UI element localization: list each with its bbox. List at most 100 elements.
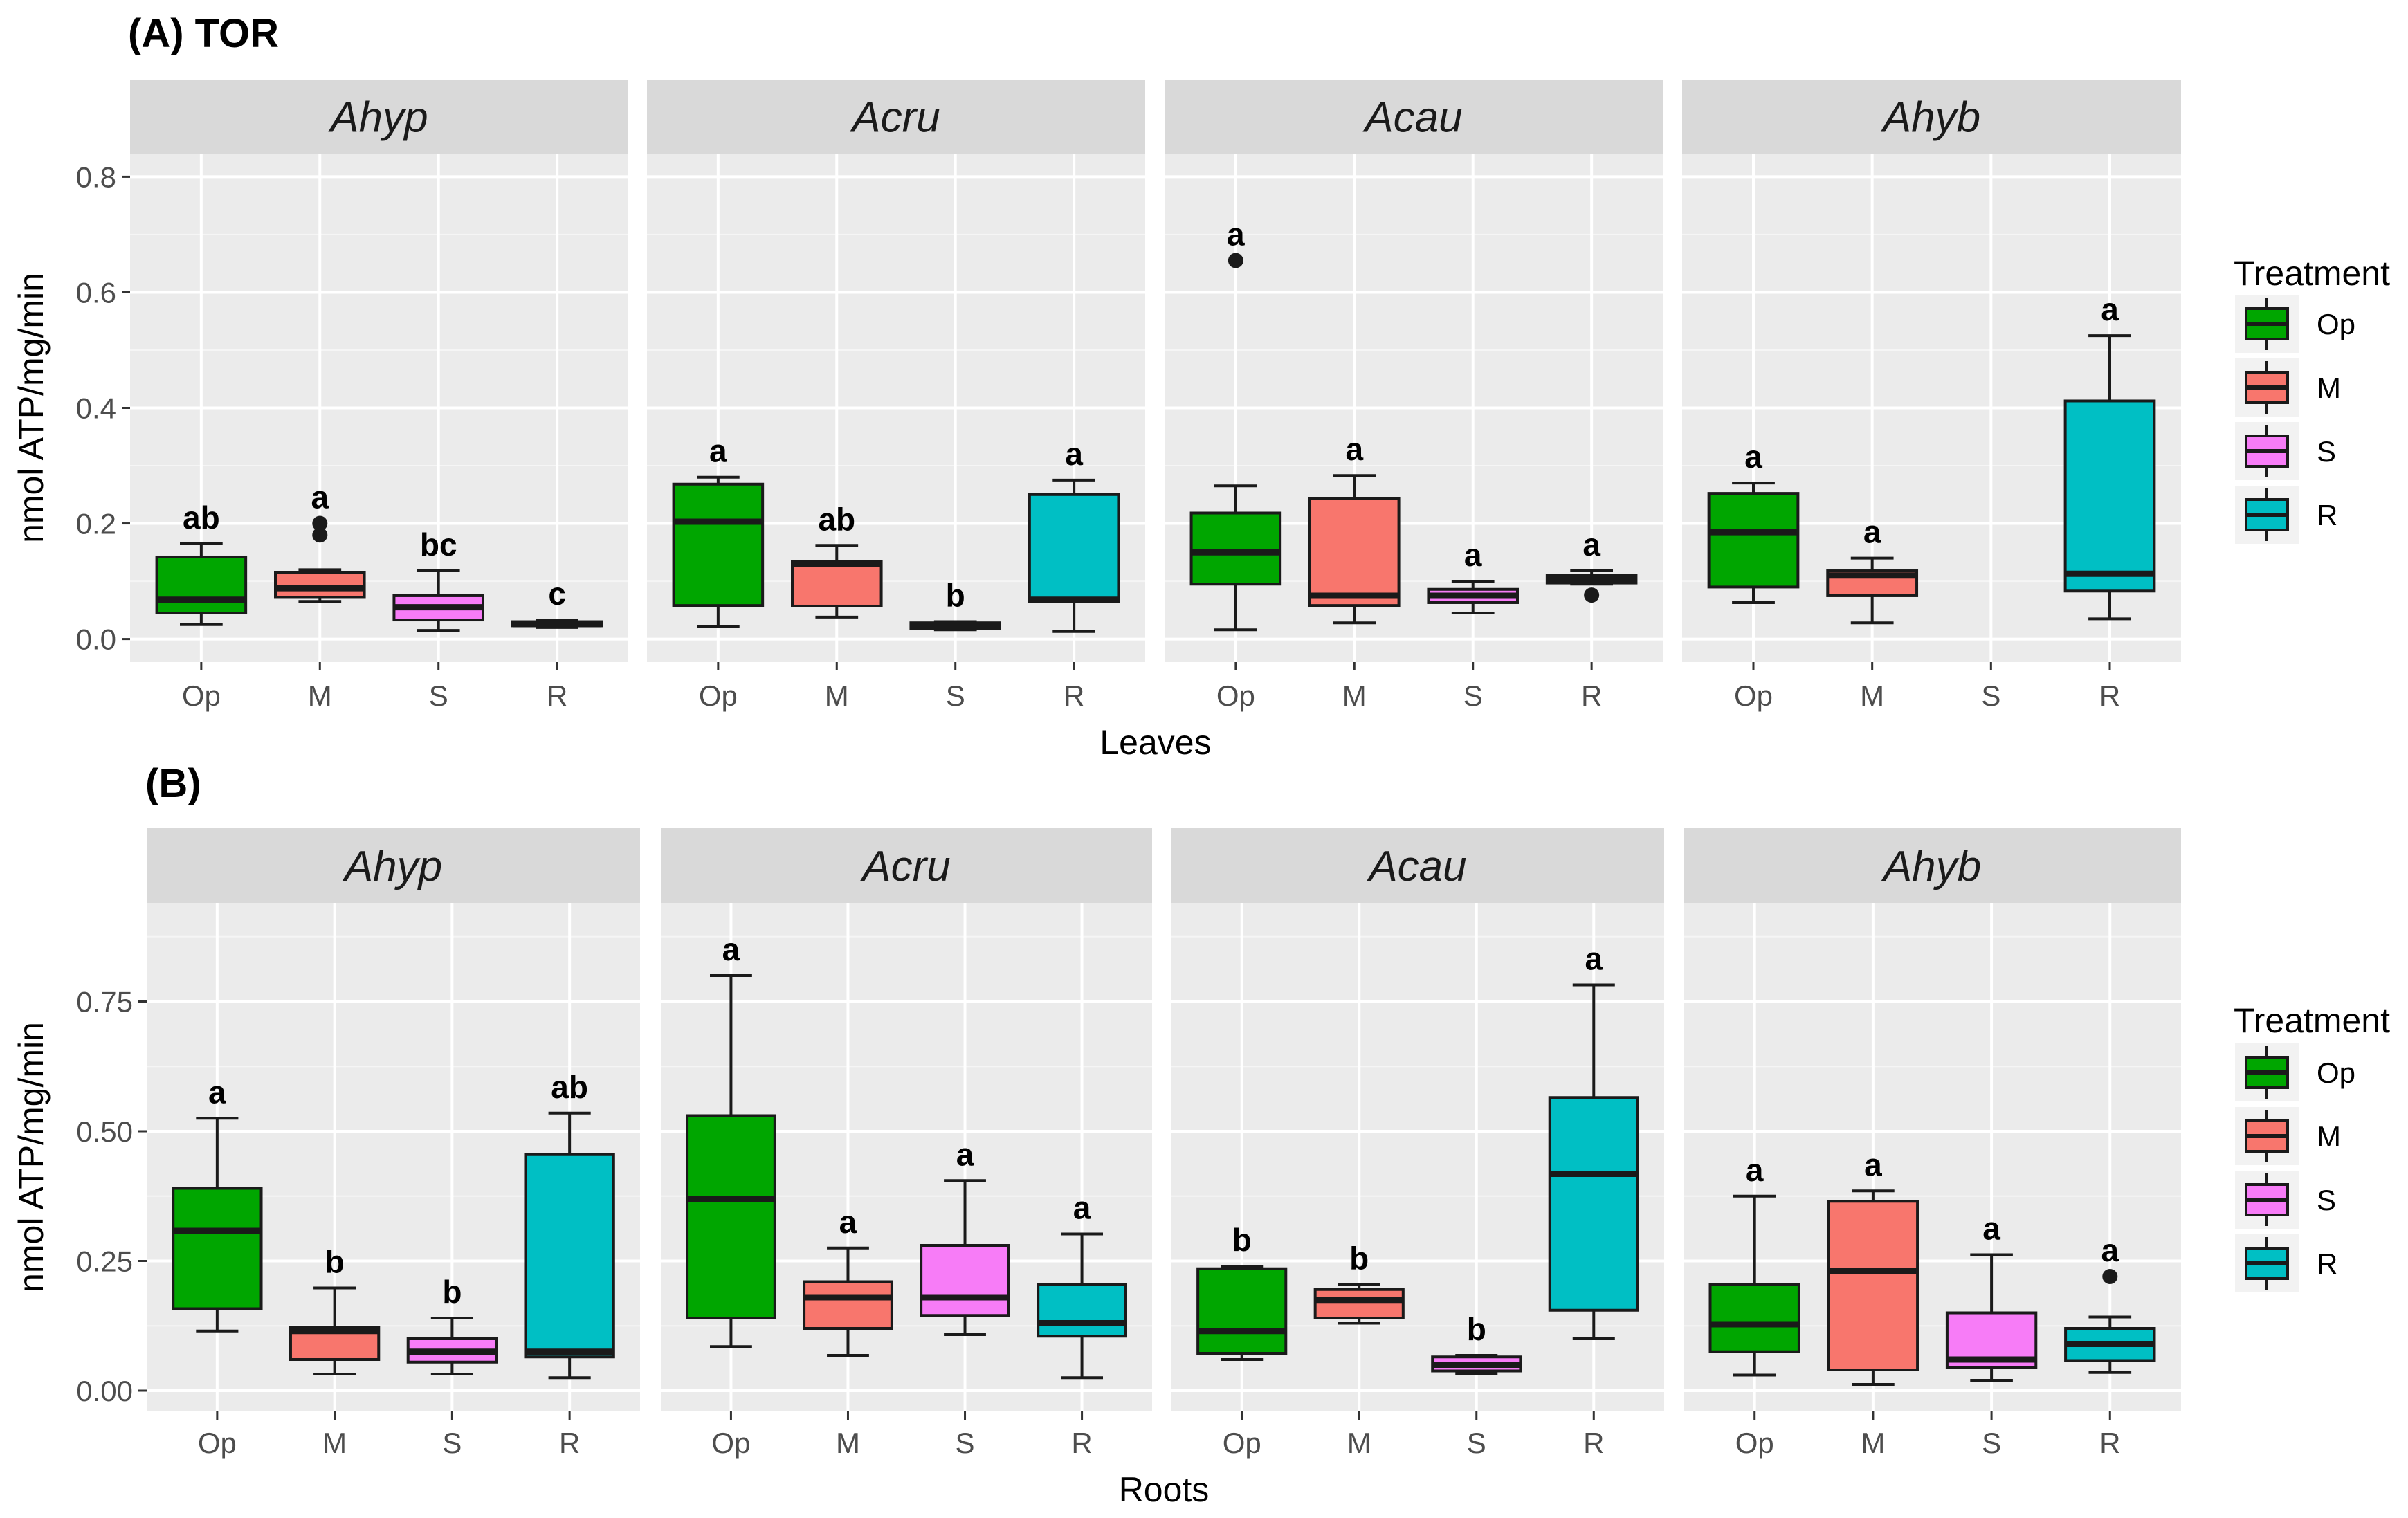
facet-title: Ahyb [1880,94,1980,142]
significance-letter: c [548,576,566,612]
outlier-point [312,515,328,531]
significance-letter: a [1864,1146,1882,1182]
significance-letter: a [1464,537,1482,573]
significance-letter: b [946,578,965,614]
box-iqr [1196,1267,1288,1355]
box-iqr [172,1187,263,1310]
box-r: c [511,576,603,629]
box-iqr [524,1153,615,1359]
x-tick-label: Op [1734,679,1773,712]
significance-letter: a [311,479,329,515]
x-tick-label: S [1981,679,2000,712]
box-op: ab [155,500,248,626]
x-tick-label: Op [198,1427,237,1459]
legend-title: Treatment [2234,254,2390,293]
outlier-point [1228,253,1243,268]
box-r: a [2064,1232,2156,1374]
x-tick-label: S [1982,1427,2001,1459]
facet-acru: Acru Op M S Ra a a a [661,828,1152,1459]
x-tick-label: R [547,679,567,712]
legend-label: S [2317,1184,2336,1216]
x-tick-label: S [946,679,965,712]
box-iqr [155,555,248,615]
y-axis-title: nmol ATP/mg/min [12,273,51,543]
facet-ahyb: Ahyb Op M S Ra a a a [1684,828,2181,1459]
facet-title: Acau [1362,94,1462,142]
box-s: a [920,1136,1010,1336]
significance-letter: a [722,931,740,967]
significance-letter: a [709,433,727,469]
facet-strip [130,80,628,154]
box-m: b [289,1244,381,1375]
x-tick-label: R [559,1427,580,1459]
box-m: a [1308,431,1401,625]
x-tick-label: R [1581,679,1602,712]
facet-title: Ahyb [1881,843,1981,890]
box-iqr [2063,399,2156,593]
box-iqr [1313,1288,1405,1319]
box-m: ab [791,501,883,619]
outlier-point [1584,587,1600,603]
facet-title: Acau [1366,843,1466,890]
facet-acau: Acau Op M S Rb b b a [1171,828,1664,1459]
x-tick-label: Op [1735,1427,1774,1459]
box-r: a [1548,941,1639,1340]
facet-title: Ahyp [342,843,442,890]
x-tick-label: Op [1216,679,1255,712]
x-tick-label: S [1467,1427,1486,1459]
significance-letter: a [1863,514,1881,550]
facet-ahyp: Ahyp Op M S Rab a bc c [130,80,628,712]
facet-title: Acru [849,94,940,142]
box-iqr [1827,1200,1919,1371]
box-r: ab [524,1069,615,1380]
x-axis-title: Roots [1119,1470,1210,1509]
x-tick-label: M [308,679,332,712]
panel-a-tor: (A) TOR 0.0 0.2 0.4 0.6 0.8 nmol ATP/mg/min Ahy… [12,11,2390,762]
facet-acau: Acau Op M S Ra a a a [1165,80,1663,712]
x-tick-label: R [2099,679,2120,712]
y-tick-label: 0.50 [76,1115,133,1148]
x-tick-label: Op [182,679,221,712]
box-iqr [1189,511,1282,586]
y-axis-title: nmol ATP/mg/min [12,1022,51,1292]
significance-letter: a [1345,431,1363,467]
x-tick-label: S [956,1427,975,1459]
legend-title: Treatment [2234,1001,2390,1040]
significance-letter: a [1582,527,1600,563]
legend: Treatment Op MSR [2234,254,2390,544]
legend: Treatment Op MSR [2234,1001,2390,1292]
significance-letter: b [325,1244,345,1280]
box-iqr [274,571,366,599]
box-r: a [1037,1190,1127,1380]
legend-label: Op [2317,308,2355,340]
legend-label: Op [2317,1057,2355,1089]
significance-letter: a [839,1204,857,1240]
box-r: a [1545,527,1638,603]
significance-letter: a [1744,439,1762,475]
significance-letter: ab [818,501,855,537]
x-tick-label: S [442,1427,462,1459]
box-s: a [1945,1211,2038,1382]
x-tick-label: M [1860,679,1884,712]
significance-letter: a [1746,1152,1764,1188]
x-tick-label: Op [1223,1427,1261,1459]
x-axis-title: Leaves [1100,723,1211,762]
box-iqr [672,482,765,607]
facet-strip [147,828,640,903]
x-tick-label: M [1861,1427,1885,1459]
significance-letter: b [442,1274,462,1310]
significance-letter: a [1073,1190,1091,1226]
significance-letter: b [1349,1240,1369,1276]
facet-strip [1684,828,2181,903]
outlier-point [2102,1269,2118,1284]
facet-strip [661,828,1152,903]
x-tick-label: M [825,679,849,712]
x-tick-label: M [1347,1427,1371,1459]
significance-letter: a [956,1136,974,1172]
box-s: a [1427,537,1519,615]
facet-ahyb: Ahyb Op M S Ra a a [1682,80,2181,712]
box-s: b [406,1274,498,1375]
significance-letter: b [1467,1311,1486,1347]
box-m: a [274,479,366,603]
